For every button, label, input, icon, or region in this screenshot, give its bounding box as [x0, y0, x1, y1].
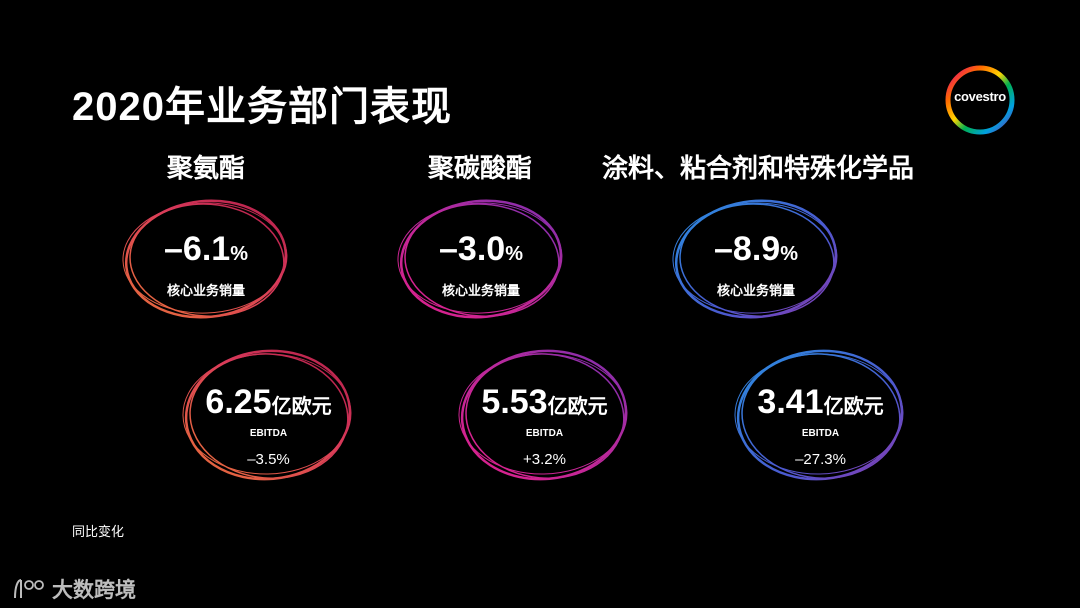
- watermark-logo-icon: [14, 579, 44, 599]
- scribble-ring-icon: [734, 349, 904, 481]
- ebitda-value: 6.25亿欧元: [205, 383, 332, 421]
- volume-value: –6.1%: [164, 230, 248, 268]
- ebitda-change: –3.5%: [247, 451, 290, 468]
- ebitda-label: EBITDA: [249, 428, 288, 439]
- segment-title-polycarbonates: 聚碳酸酯: [427, 153, 532, 183]
- ebitda-value: 5.53亿欧元: [481, 383, 608, 421]
- volume-ring-polyurethanes: –6.1% 核心业务销量: [121, 194, 291, 324]
- ebitda-ring-polyurethanes: 6.25亿欧元 EBITDA –3.5%: [181, 345, 356, 485]
- logo-text: covestro: [954, 89, 1006, 104]
- scribble-ring-icon: [458, 349, 628, 481]
- volume-value: –3.0%: [439, 230, 523, 268]
- ebitda-change: –27.3%: [795, 451, 846, 468]
- volume-label: 核心业务销量: [166, 283, 245, 298]
- watermark-text: 大数跨境: [52, 579, 136, 602]
- volume-value: –8.9%: [714, 230, 798, 268]
- segment-title-coatings: 涂料、粘合剂和特殊化学品: [601, 153, 914, 183]
- footnote: 同比变化: [72, 524, 125, 539]
- ebitda-label: EBITDA: [525, 428, 564, 439]
- ebitda-ring-coatings: 3.41亿欧元 EBITDA –27.3%: [733, 345, 908, 485]
- volume-ring-polycarbonates: –3.0% 核心业务销量: [396, 194, 566, 324]
- ebitda-ring-polycarbonates: 5.53亿欧元 EBITDA +3.2%: [457, 345, 632, 485]
- scribble-ring-icon: [397, 199, 563, 319]
- volume-ring-coatings: –8.9% 核心业务销量: [671, 194, 841, 324]
- volume-label: 核心业务销量: [441, 283, 520, 298]
- page-title: 2020年业务部门表现: [72, 85, 452, 129]
- ebitda-value: 3.41亿欧元: [757, 383, 884, 421]
- scribble-ring-icon: [182, 349, 352, 481]
- ebitda-label: EBITDA: [801, 428, 840, 439]
- segment-title-polyurethanes: 聚氨酯: [166, 153, 245, 183]
- scribble-ring-icon: [122, 199, 288, 319]
- covestro-logo: [945, 65, 1015, 135]
- watermark: 大数跨境: [12, 574, 136, 604]
- scribble-ring-icon: [672, 199, 838, 319]
- volume-label: 核心业务销量: [716, 283, 795, 298]
- ebitda-change: +3.2%: [523, 451, 566, 468]
